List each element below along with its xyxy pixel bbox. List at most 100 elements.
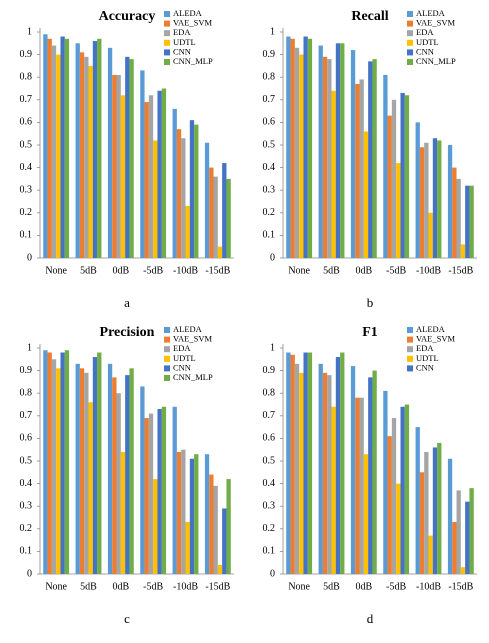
legend-swatch [164,20,170,27]
bar [176,451,182,574]
legend-swatch [164,375,170,381]
bar [125,375,130,574]
legend-swatch [164,327,170,333]
x-tick-label: -10dB [416,581,441,592]
bar [359,79,364,259]
bar [204,142,210,258]
bar [290,38,295,258]
bar [368,377,373,574]
bar [318,45,323,259]
legend-swatch [164,365,170,372]
bar [335,43,341,258]
legend-swatch [407,355,413,362]
bar [465,501,470,574]
bar [120,451,126,574]
bar [465,185,470,258]
legend-label: CNN_MLP [173,56,213,66]
bar [79,52,85,259]
bar [204,454,210,574]
legend-label: CNN_MLP [416,56,456,66]
bar [303,352,308,574]
bar [460,567,466,574]
x-tick-label: 0dB [355,581,372,592]
y-tick-label: 0.4 [263,478,276,489]
y-tick-label: 0.2 [263,207,276,218]
x-tick-label: -15dB [205,265,230,276]
bar [447,145,453,258]
y-tick-label: 0.5 [263,455,276,466]
bar [331,90,336,258]
bar [153,140,158,258]
bar [447,458,453,574]
y-tick-label: 1 [27,26,32,37]
bar [294,363,300,574]
bar [129,59,134,259]
bar [43,34,48,259]
y-tick-label: 0.2 [20,207,33,218]
x-tick-label: -15dB [448,581,473,592]
bar [428,212,433,258]
legend-swatch [407,336,413,343]
bar [213,176,218,258]
bar [452,167,457,258]
y-tick-label: 0.9 [20,49,33,60]
legend-swatch [407,327,413,333]
y-tick-label: 0.2 [20,523,33,534]
bar [222,163,227,258]
bar [363,131,369,258]
bar [290,354,295,574]
legend-swatch [407,49,413,56]
bar [307,352,313,574]
bar [88,402,93,574]
x-tick-label: -5dB [143,581,163,592]
legend-swatch [407,20,413,27]
bar [415,122,420,259]
bar [97,38,102,258]
y-tick-label: 0.8 [263,387,276,398]
legend-swatch [164,355,170,362]
bar [185,206,190,258]
bar [194,124,199,258]
x-tick-label: 5dB [80,581,97,592]
legend-label: ALEDA [173,324,203,334]
bar [419,147,425,258]
bar [144,102,149,258]
y-tick-label: 0.1 [20,230,33,241]
bar [56,54,61,258]
bar [194,454,199,574]
bar [437,140,442,258]
bar [148,95,154,258]
bar [217,246,223,258]
bar [396,163,401,258]
bar [51,359,57,574]
bar [97,352,102,574]
bar [129,368,134,574]
bar [161,88,167,258]
legend-swatch [164,39,170,46]
bar [181,449,186,574]
x-tick-label: 0dB [355,265,372,276]
bar [387,436,392,574]
x-tick-label: 0dB [112,581,129,592]
caption: c [124,611,130,626]
x-tick-label: -15dB [205,581,230,592]
x-tick-label: 5dB [323,581,340,592]
bar [404,95,410,258]
y-tick-label: 0.5 [20,455,33,466]
legend-label: CNN [173,362,191,372]
bar [43,350,48,574]
y-tick-label: 0.9 [263,365,276,376]
bar [372,59,377,259]
bar [359,397,364,574]
bar [181,138,186,258]
bar [226,479,231,574]
bar [217,564,223,574]
y-tick-label: 0.3 [20,500,33,511]
bar [368,61,373,258]
bar [340,43,345,258]
legend-swatch [407,59,413,65]
legend-label: EDA [173,27,191,37]
y-tick-label: 0 [270,252,275,263]
bar [299,54,304,258]
bar [172,108,177,258]
